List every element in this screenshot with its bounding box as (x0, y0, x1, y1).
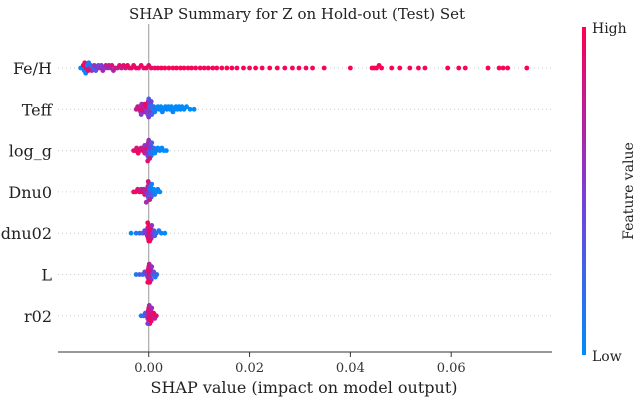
feature-label: Fe/H (13, 59, 52, 78)
shap-point (224, 65, 230, 71)
shap-point (145, 321, 151, 326)
shap-point (253, 65, 258, 71)
shap-point (154, 272, 160, 277)
shap-point (109, 63, 115, 68)
shap-point (157, 189, 163, 195)
shap-point (379, 65, 385, 71)
shap-point (133, 230, 139, 236)
feature-label: dnu02 (1, 224, 52, 243)
shap-point (181, 65, 187, 71)
shap-point (138, 112, 144, 117)
chart-title: SHAP Summary for Z on Hold-out (Test) Se… (129, 5, 465, 23)
shap-point (296, 65, 302, 71)
shap-point (184, 104, 189, 110)
shap-point (145, 179, 151, 184)
shap-point (174, 65, 179, 71)
shap-point (485, 65, 491, 71)
shap-point (163, 148, 169, 154)
shap-point (143, 199, 149, 205)
shap-point (145, 220, 151, 226)
shap-point (193, 65, 199, 71)
feature-label: log_g (9, 142, 52, 161)
shap-point (170, 65, 176, 71)
shap-point (146, 303, 152, 308)
shap-point (259, 65, 265, 71)
x-tick-label: 0.06 (437, 361, 466, 376)
shap-point (149, 181, 155, 187)
shap-point (147, 156, 153, 161)
shap-point (162, 230, 168, 236)
shap-point (147, 238, 153, 244)
shap-point (274, 65, 280, 71)
x-tick-label: 0.04 (336, 361, 365, 376)
colorbar-high-label: High (592, 21, 627, 37)
shap-point (229, 65, 235, 71)
x-tick-label: 0.02 (235, 361, 264, 376)
shap-point (146, 261, 152, 267)
shap-point (524, 65, 530, 71)
shap-point (128, 230, 134, 236)
shap-point (185, 65, 191, 71)
shap-point (155, 65, 161, 71)
shap-point (142, 101, 148, 107)
shap-point (303, 65, 309, 71)
shap-point (321, 65, 327, 71)
shap-point (148, 65, 154, 71)
shap-point (416, 65, 421, 71)
shap-point (289, 65, 295, 71)
shap-point (247, 65, 252, 71)
shap-point (496, 65, 502, 71)
shap-point (445, 65, 451, 71)
shap-point (267, 65, 273, 71)
shap-point (397, 65, 403, 71)
x-tick-label: 0.00 (134, 361, 163, 376)
shap-point (500, 65, 506, 71)
shap-point (148, 99, 154, 104)
shap-point (347, 65, 353, 71)
shap-point (191, 106, 197, 112)
shap-point (166, 65, 172, 71)
shap-point (407, 65, 413, 71)
shap-point (153, 313, 159, 319)
colorbar-low-label: Low (592, 349, 622, 365)
shap-point (187, 106, 193, 112)
feature-label: L (41, 266, 52, 285)
shap-point (310, 65, 315, 71)
shap-point (210, 65, 216, 71)
shap-points (78, 60, 530, 326)
shap-point (162, 65, 168, 71)
colorbar (582, 27, 586, 355)
feature-label: Teff (22, 100, 54, 119)
shap-point (158, 230, 164, 236)
shap-point (158, 65, 164, 71)
shap-point (219, 65, 225, 71)
shap-point (505, 65, 511, 71)
shap-point (422, 65, 428, 71)
shap-point (282, 65, 288, 71)
x-axis-label: SHAP value (impact on model output) (151, 378, 458, 397)
shap-point (201, 65, 207, 71)
colorbar-title: Feature value (621, 142, 637, 240)
feature-label: r02 (24, 307, 52, 326)
shap-point (205, 65, 211, 71)
shap-point (389, 65, 395, 71)
shap-point (241, 65, 246, 71)
shap-point (147, 197, 153, 203)
shap-point (133, 272, 139, 277)
shap-point (149, 223, 155, 228)
x-axis-ticks: 0.00 0.02 0.04 0.06 (134, 352, 466, 376)
shap-point (189, 65, 194, 71)
shap-point (462, 65, 468, 71)
shap-point (178, 65, 183, 71)
shap-point (145, 279, 151, 285)
shap-point (142, 143, 148, 148)
shap-point (234, 65, 240, 71)
shap-point (149, 140, 155, 146)
shap-point (214, 65, 220, 71)
feature-label: Dnu0 (8, 183, 52, 202)
shap-point (197, 65, 203, 71)
shap-point (456, 65, 462, 71)
